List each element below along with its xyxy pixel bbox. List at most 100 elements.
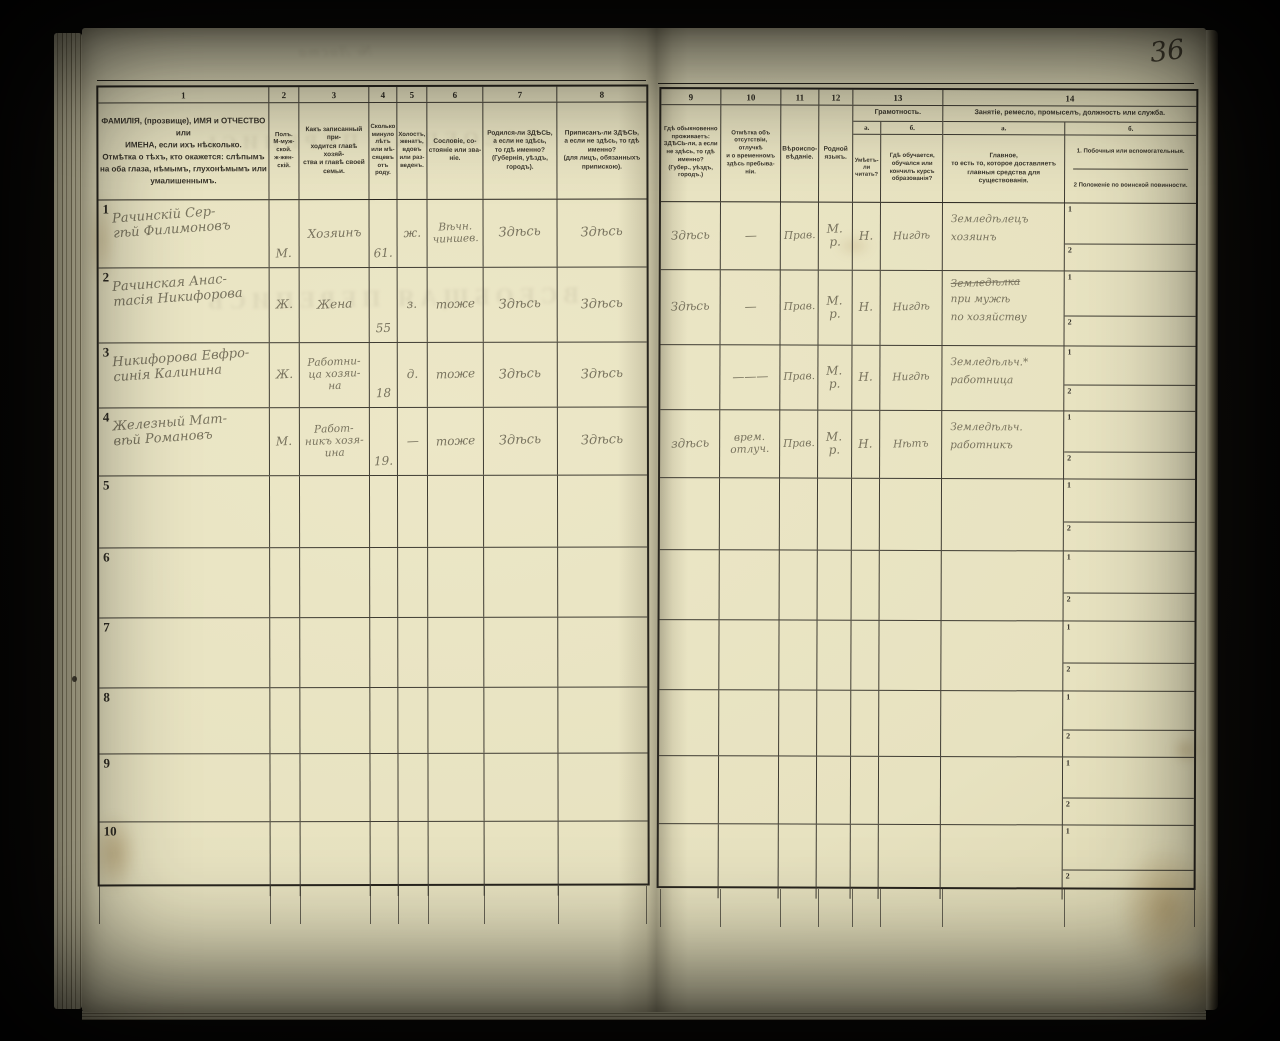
cell-registered: [558, 476, 647, 547]
cell-absence: [719, 550, 780, 620]
cell-name: 8: [99, 688, 271, 754]
side-subcell-1: 1: [1064, 203, 1196, 245]
cell-residence: Здѣсь: [660, 270, 721, 345]
letter-a: а.: [943, 122, 1066, 135]
handwritten-entry: М. р.: [826, 221, 844, 250]
cell-estate: тоже: [427, 407, 484, 475]
table-row: 6: [99, 547, 648, 619]
cell-religion: Прав.: [780, 410, 819, 478]
cell-absence: [718, 824, 779, 899]
cell-literacy-read: [851, 690, 880, 756]
side-subcell-2: 2: [1063, 731, 1194, 757]
folio-number: 36: [1148, 34, 1187, 69]
table-row: 4 Железный Мат- вѣй Романовъ М. Работ- ни…: [98, 407, 647, 477]
handwritten-entry: Н.: [858, 369, 874, 385]
side-subcell-2: 2: [1063, 798, 1194, 825]
cell-residence: здѣсь: [660, 410, 721, 478]
col-number: 2: [269, 87, 300, 103]
handwritten-entry: Нѣтъ: [892, 437, 929, 451]
cell-estate: [428, 687, 485, 753]
side-subcell-2: 2: [1064, 452, 1195, 479]
cell-literacy-read: Н.: [852, 270, 881, 345]
col-number: 14: [1065, 92, 1075, 104]
handwritten-entry: —: [744, 227, 757, 243]
cell-marital: з.: [397, 267, 428, 342]
cell-marital: [398, 547, 429, 617]
cell-relation: [300, 618, 371, 688]
col-header-occupation-group: Занятіе, ремесло, промыселъ, должность и…: [943, 106, 1197, 203]
cell-registered: Здѣсь: [558, 268, 647, 342]
handwritten-entry: Здѣсь: [498, 224, 542, 241]
cell-residence: [659, 550, 720, 620]
cell-absence: [719, 620, 780, 690]
cell-sex: [270, 548, 301, 618]
cell-language: М. р.: [818, 202, 853, 270]
subcell-label: 1: [1067, 412, 1072, 422]
cell-age: 19.: [369, 407, 398, 476]
cell-born: [484, 821, 559, 896]
subcell-label: 2: [1066, 664, 1071, 674]
cell-registered: Здѣсь: [558, 408, 647, 475]
census-table-left-page: 1 2 3 4 5 6 7 8 ФАМИЛІЯ, (прозвище), ИМЯ…: [96, 84, 650, 897]
cell-age: [370, 687, 399, 754]
handwritten-entry: М. р.: [826, 292, 844, 321]
col-header-marital: Холостъ, женатъ, вдовъ или раз- веденъ.: [397, 102, 428, 199]
handwritten-entry: Здѣсь: [670, 298, 710, 315]
handwritten-strikethrough: Земледѣлка: [950, 275, 1021, 291]
side-subcell-2: 2: [1065, 244, 1196, 271]
table-row: здѣсь врем. отлуч. Прав. М. р. Н. Нѣтъ З…: [660, 410, 1196, 480]
subcell-label: 1: [1066, 480, 1072, 490]
handwritten-entry: Н.: [858, 436, 873, 451]
cell-marital: [397, 475, 429, 547]
cell-religion: [778, 824, 817, 899]
handwritten-entry: Здѣсь: [581, 432, 624, 449]
col-number: 12: [819, 89, 854, 105]
cell-literacy-where: [879, 550, 942, 621]
occupation-title: Занятіе, ремесло, промыселъ, должность и…: [943, 106, 1197, 123]
col-header-born: Родился-ли ЗДѢСЬ, а если не здѣсь, то гд…: [483, 102, 558, 199]
cell-language: [816, 756, 852, 824]
subcell-label: 2: [1066, 523, 1071, 533]
cell-age: [370, 821, 399, 897]
col-number: 8: [599, 89, 605, 100]
cell-religion: [779, 478, 819, 550]
cell-estate: [428, 821, 485, 896]
occupation-letters: а. б.: [943, 122, 1197, 136]
table-row: 2 Рачинская Анас- тасія Никифорова Ж. Жен…: [98, 267, 647, 344]
cell-name: 7: [99, 618, 271, 688]
cell-language: М. р.: [818, 410, 853, 478]
subcell-label: 1: [1067, 272, 1072, 282]
handwritten-entry: Нигдѣ: [892, 300, 930, 314]
cell-language: [817, 550, 852, 620]
cell-born: [483, 475, 559, 547]
cell-registered: [558, 754, 647, 821]
row-number: 3: [102, 344, 110, 360]
cell-born: [484, 753, 559, 821]
occupation-side-item2: 2 Положеніе по воинской повинности.: [1073, 182, 1188, 189]
handwritten-name: Рачинская Анас- тасія Никифорова: [111, 271, 244, 310]
cell-registered: [558, 548, 647, 617]
cell-absence: врем. отлуч.: [720, 410, 781, 478]
handwritten-entry: ———: [731, 369, 769, 385]
cell-religion: Прав.: [780, 202, 819, 270]
handwritten-entry: Здѣсь: [498, 365, 542, 383]
handwritten-entry: здѣсь: [670, 435, 709, 451]
cell-literacy-where: [878, 756, 942, 825]
cell-born: [484, 687, 559, 753]
cell-age: [370, 617, 399, 688]
paper-spread: ВСЕОБЩАЯ ПЕРЕПИСЬ ВСЕОБЩАЯ ПЕРЕПИСЬ № Ли…: [72, 28, 1226, 1012]
cell-registered: Здѣсь: [558, 200, 647, 267]
occupation-descriptions: Главное, то есть то, которое доставляетъ…: [943, 135, 1196, 203]
cell-estate: [428, 617, 485, 687]
side-subcell-1: 1: [1063, 691, 1195, 732]
cell-residence: [659, 690, 720, 756]
handwritten-entry: Земледѣльч.* работница: [950, 356, 1029, 387]
side-subcell-1: 1: [1063, 551, 1195, 594]
cell-occupation: Земледѣльч.* работница: [942, 346, 1065, 411]
cell-estate: [427, 475, 485, 547]
row-number: 5: [102, 477, 110, 493]
letter-b: б.: [909, 123, 915, 132]
subcell-label: 1: [1066, 692, 1071, 702]
cell-literacy-where: [878, 824, 941, 900]
